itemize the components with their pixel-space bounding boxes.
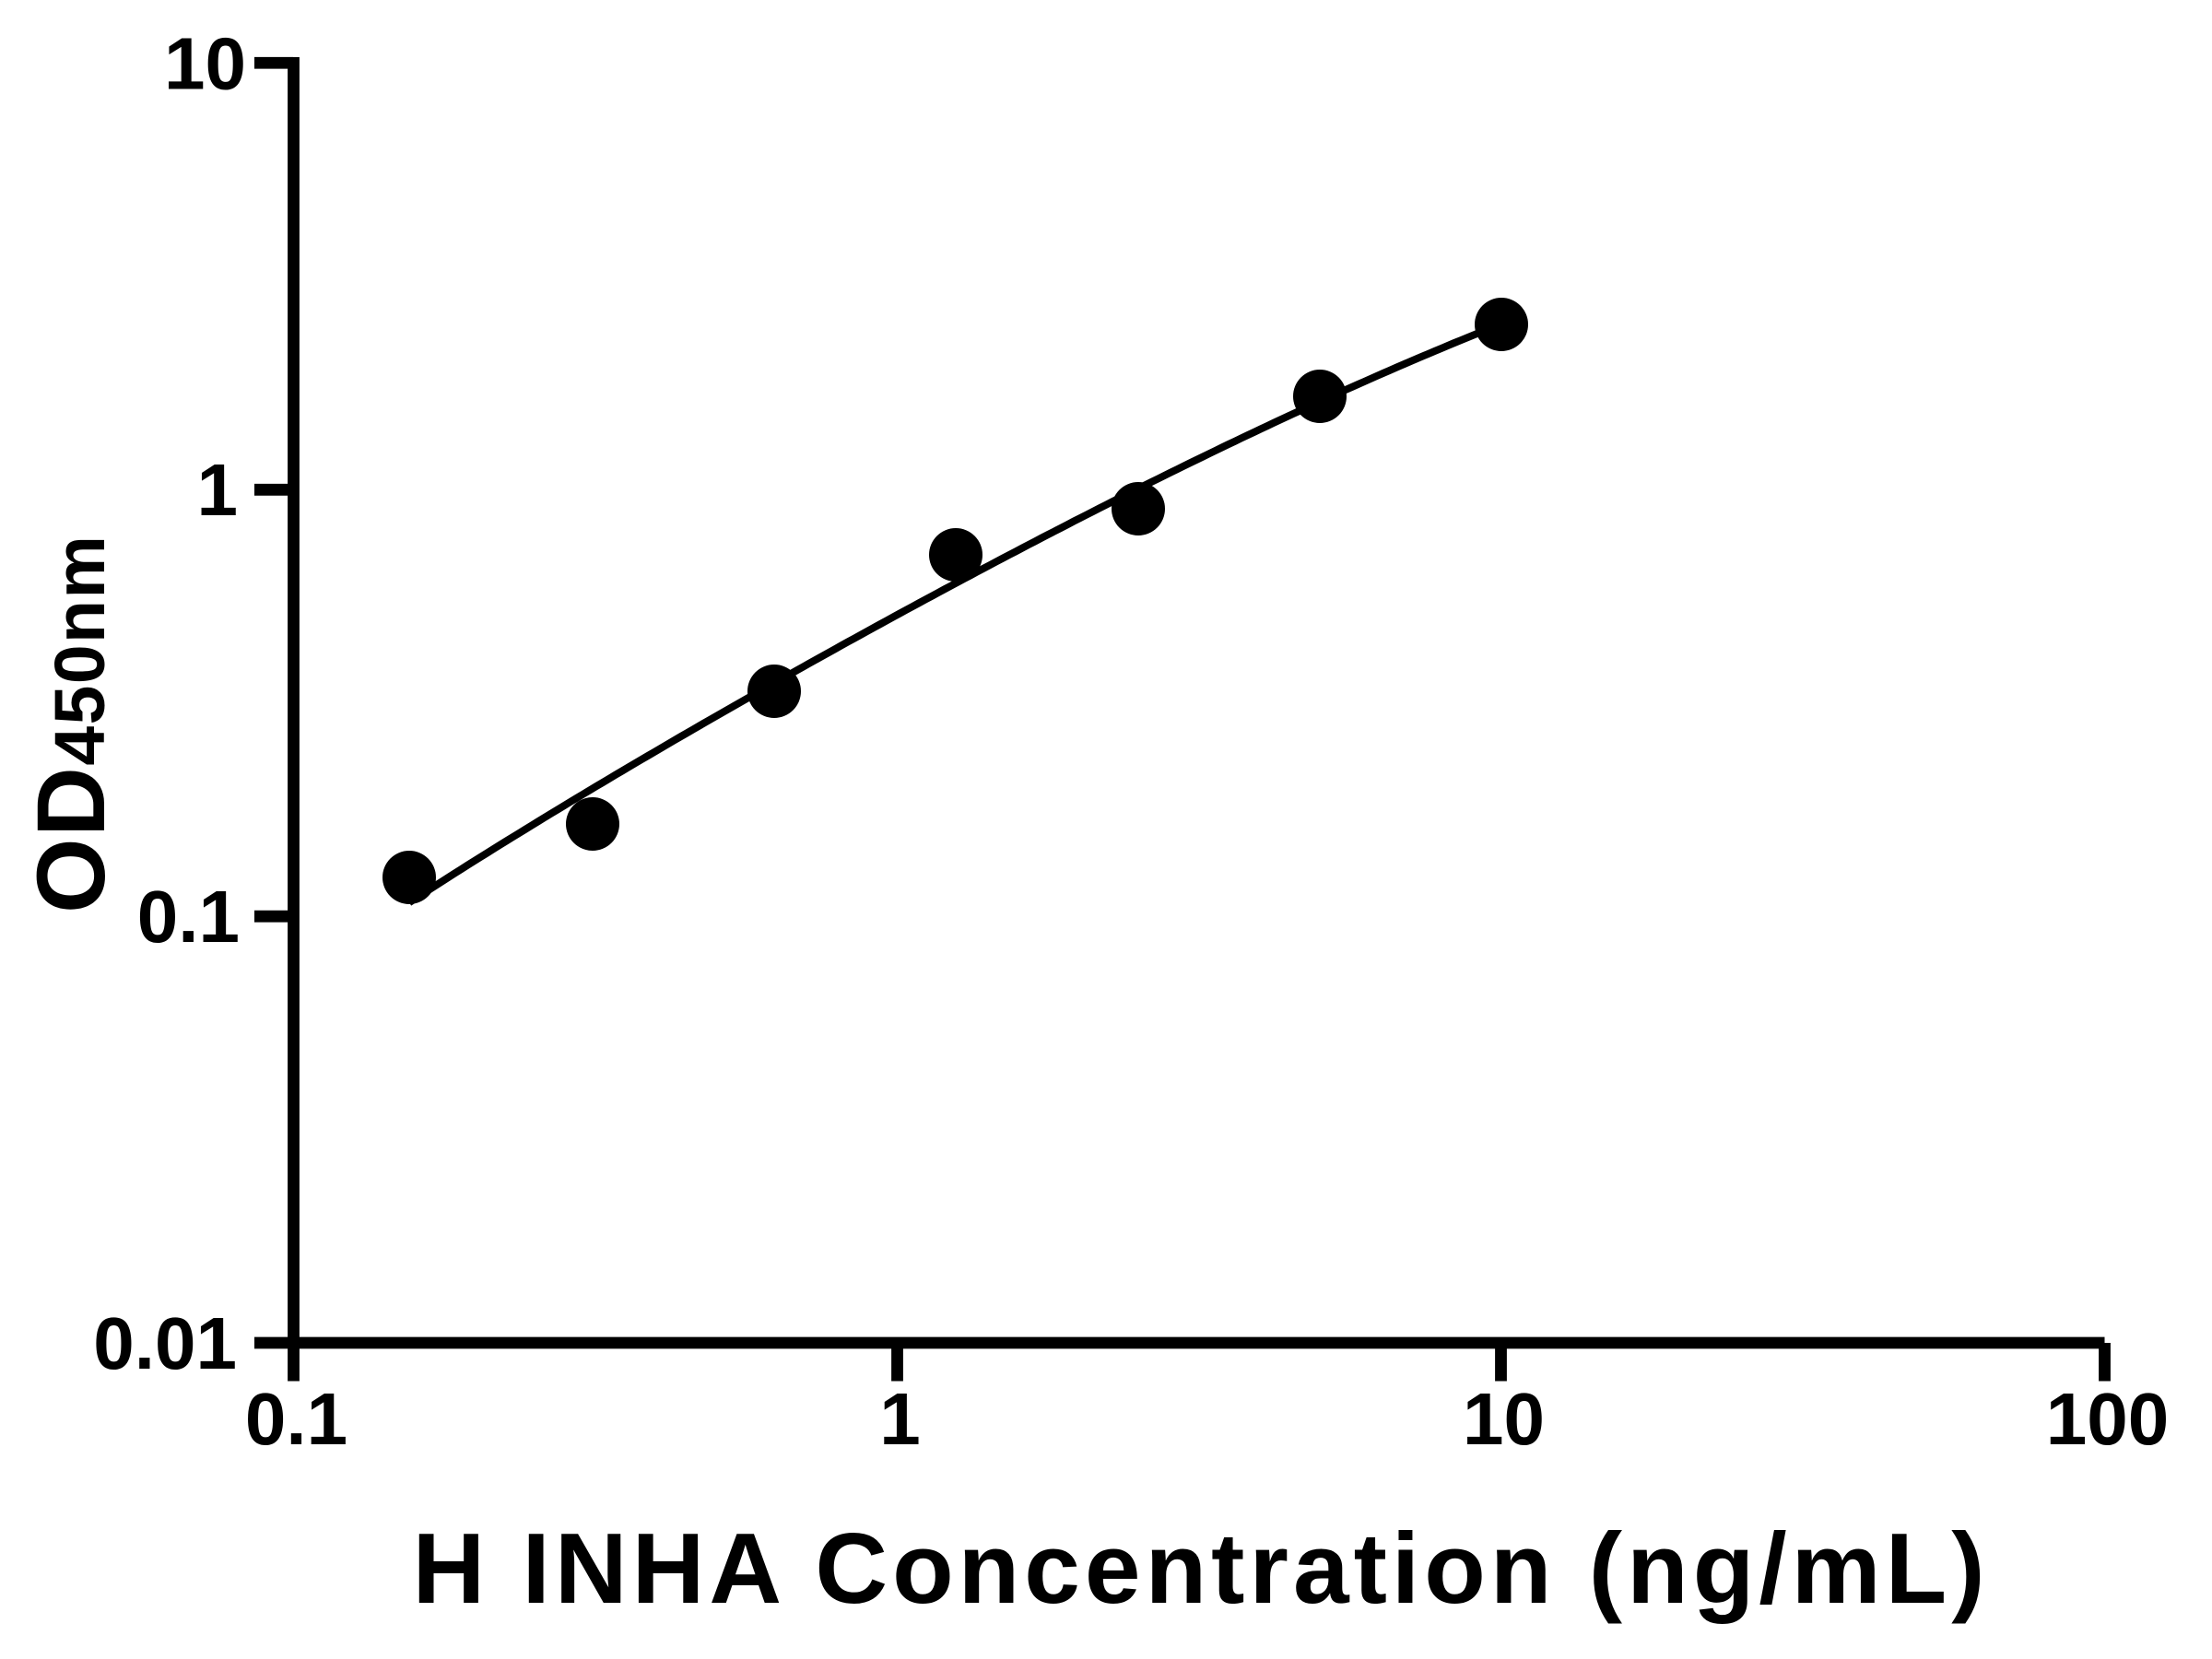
svg-text:100: 100: [2046, 1378, 2169, 1460]
svg-text:0.1: 0.1: [137, 876, 240, 958]
svg-text:1: 1: [197, 449, 239, 531]
svg-text:1: 1: [879, 1378, 921, 1460]
svg-text:0.1: 0.1: [245, 1378, 347, 1460]
svg-text:H INHA Concentration (ng/mL): H INHA Concentration (ng/mL): [413, 1512, 1985, 1625]
svg-text:0.01: 0.01: [93, 1302, 237, 1384]
svg-text:10: 10: [1463, 1378, 1545, 1460]
svg-text:10: 10: [164, 23, 246, 105]
